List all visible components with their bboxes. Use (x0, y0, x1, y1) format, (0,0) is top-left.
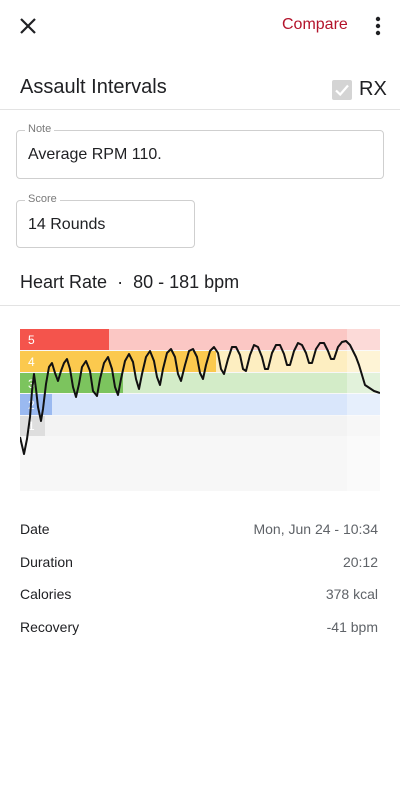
heart-rate-line (20, 340, 380, 455)
compare-button[interactable]: Compare (282, 16, 348, 33)
close-button[interactable] (14, 12, 42, 40)
stat-key: Date (20, 521, 50, 537)
stat-row-date: Date Mon, Jun 24 - 10:34 (20, 518, 378, 551)
heart-rate-range: 80 - 181 bpm (133, 272, 240, 292)
note-value[interactable]: Average RPM 110. (28, 146, 162, 163)
close-icon (20, 18, 36, 34)
heart-rate-title: Heart Rate (20, 272, 108, 292)
stat-row-recovery: Recovery -41 bpm (20, 616, 378, 649)
stat-row-duration: Duration 20:12 (20, 551, 378, 584)
zone-1-label: 1 (28, 419, 35, 433)
heart-rate-separator: · (117, 272, 124, 292)
stat-row-calories: Calories 378 kcal (20, 583, 378, 616)
rx-label: RX (359, 78, 387, 100)
zone-1-indicator (20, 416, 45, 436)
note-field[interactable]: Note Average RPM 110. (16, 123, 384, 179)
zone-5-band (20, 329, 380, 350)
zone-2-band (20, 394, 380, 415)
heart-rate-chart: 5 4 3 2 1 (20, 329, 380, 491)
stat-value: -41 bpm (326, 618, 378, 635)
workout-title: Assault Intervals (20, 76, 167, 98)
zone-1-band (20, 416, 380, 436)
stat-key: Recovery (20, 618, 80, 635)
divider (0, 305, 400, 306)
checkbox-checked-icon[interactable] (332, 80, 352, 100)
score-field[interactable]: Score 14 Rounds (16, 193, 195, 248)
note-label: Note (25, 123, 55, 135)
stat-key: Duration (20, 553, 73, 570)
score-label: Score (25, 193, 60, 205)
more-options-button[interactable] (368, 12, 388, 40)
zone-5-label: 5 (28, 333, 35, 347)
top-bar: Compare (0, 0, 400, 52)
stat-value: Mon, Jun 24 - 10:34 (253, 521, 378, 537)
score-value[interactable]: 14 Rounds (28, 216, 106, 233)
zone-3-label: 3 (28, 377, 35, 391)
heart-rate-heading: Heart Rate · 80 - 181 bpm (20, 272, 239, 293)
zone-4-label: 4 (28, 355, 35, 369)
chart-edge-overlay (347, 329, 380, 491)
stat-value: 378 kcal (325, 586, 378, 602)
zone-5-indicator (20, 329, 109, 350)
stat-key: Calories (20, 586, 72, 602)
stat-value: 20:12 (342, 553, 378, 570)
divider (0, 109, 400, 110)
stats-list: Date Mon, Jun 24 - 10:34 Duration 20:12 … (20, 518, 378, 648)
more-vert-icon (375, 16, 381, 36)
